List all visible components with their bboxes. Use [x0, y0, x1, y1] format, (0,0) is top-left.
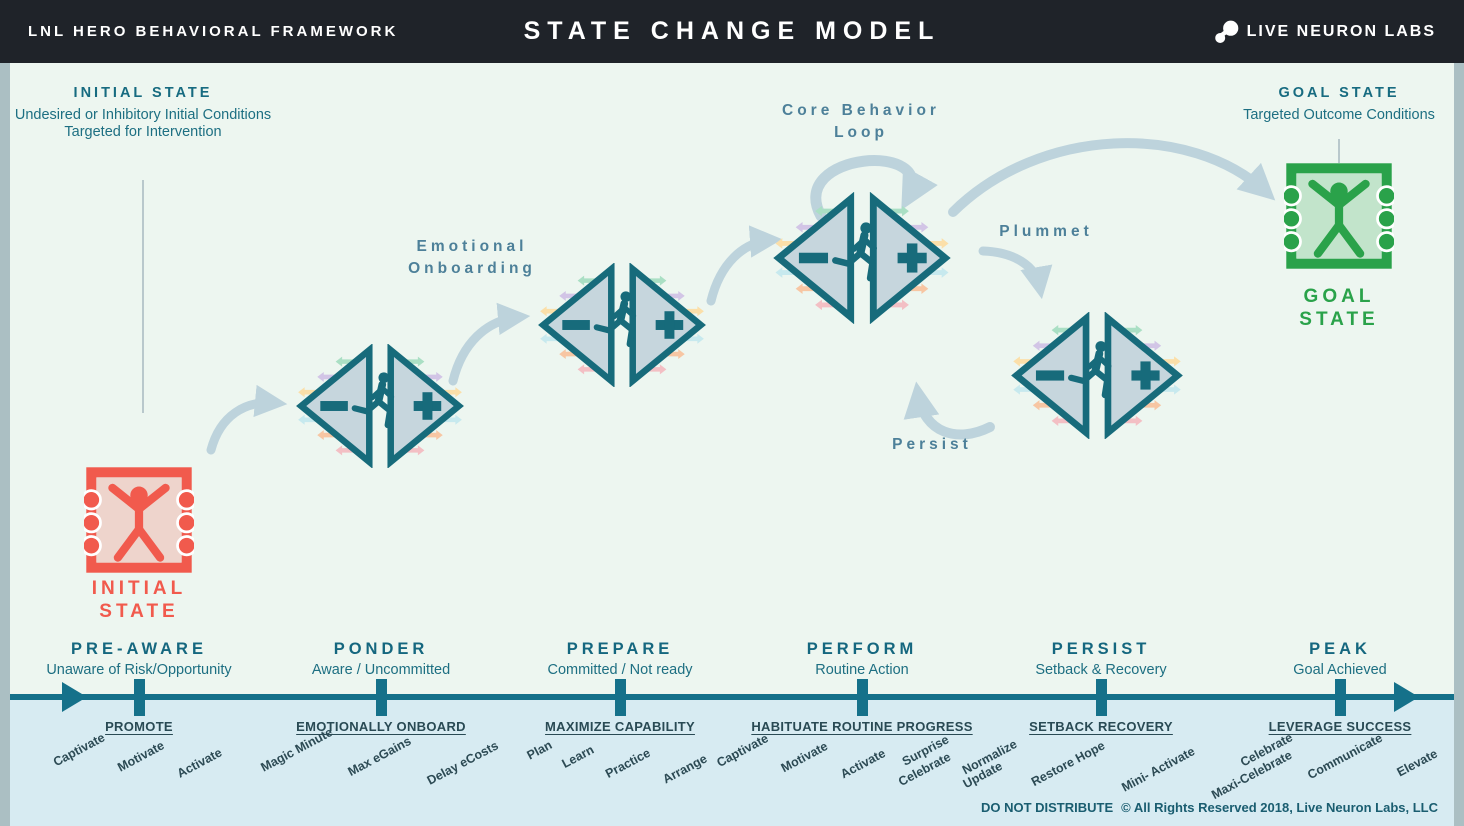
tick-pre-aware	[134, 679, 145, 716]
stage-ponder: PONDER Aware / Uncommitted	[251, 640, 511, 678]
actions-leverage-success: Celebrate Communicate Elevate	[1238, 730, 1439, 782]
brand-name: LIVE NEURON LABS	[1246, 22, 1436, 40]
actions-promote: Captivate Motivate Activate	[51, 730, 224, 780]
initial-connector-line	[142, 180, 144, 413]
stage-peak: PEAK Goal Achieved	[1210, 640, 1464, 678]
stage-name: PRE-AWARE	[71, 640, 207, 658]
strategy-setback-recovery: SETBACK RECOVERY	[1029, 719, 1173, 734]
persist-label: Persist	[892, 436, 972, 453]
tick-peak	[1335, 679, 1346, 716]
framework-title: LNL HERO BEHAVIORAL FRAMEWORK	[28, 23, 399, 40]
do-not-distribute-label: DO NOT DISTRIBUTE	[980, 800, 1114, 815]
arrow-prepare-to-perform	[706, 225, 783, 306]
stage-prepare: PREPARE Committed / Not ready	[490, 640, 750, 678]
stage-pre-aware: PRE-AWARE Unaware of Risk/Opportunity	[9, 640, 269, 678]
stage-perform: PERFORM Routine Action	[732, 640, 992, 678]
tick-prepare	[615, 679, 626, 716]
actions-setback-recovery: Surprise Normalize Restore Hope Mini- Ac…	[900, 732, 1296, 802]
timeline-start-arrowhead	[62, 682, 87, 712]
timeline-end-arrowhead	[1394, 682, 1419, 712]
stage-subtitle: Setback & Recovery	[1035, 662, 1167, 678]
arrow-preaware-to-ponder	[206, 384, 288, 455]
actions-maximize-capability: Plan Learn Practice Arrange	[525, 738, 710, 787]
timeline-axis	[10, 694, 1454, 700]
intervention-band	[0, 699, 1464, 826]
tick-persist	[1096, 679, 1107, 716]
initial-annotation-description: Undesired or Inhibitory Initial Conditio…	[14, 107, 272, 140]
goal-state-icon	[1284, 161, 1394, 271]
goal-connector-line	[1338, 139, 1340, 163]
ponder-diamond-icon	[292, 344, 468, 468]
strategy-leverage-success: LEVERAGE SUCCESS	[1268, 719, 1412, 734]
goal-annotation-description: Targeted Outcome Conditions	[1243, 107, 1435, 123]
initial-state-annotation: INITIAL STATE Undesired or Inhibitory In…	[3, 85, 283, 140]
stage-subtitle: Routine Action	[815, 662, 909, 678]
stage-subtitle: Unaware of Risk/Opportunity	[46, 662, 232, 678]
strategy-promote: PROMOTE	[105, 719, 173, 734]
strategy-maximize-capability: MAXIMIZE CAPABILITY	[545, 719, 695, 734]
right-edge-strip	[1454, 63, 1464, 826]
strategy-habituate-routine-progress: HABITUATE ROUTINE PROGRESS	[751, 719, 973, 734]
perform-diamond-icon	[769, 192, 955, 324]
prepare-diamond-icon	[534, 263, 710, 387]
arrow-perform-to-goal	[948, 138, 1276, 217]
stage-name: PEAK	[1309, 640, 1371, 658]
initial-state-node-label: INITIAL STATE	[91, 578, 187, 622]
brand: LIVE NEURON LABS	[1214, 19, 1436, 45]
actions-emotionally-onboard: Magic Minute Max eGains Delay eCosts	[258, 725, 501, 788]
plummet-arrow	[978, 246, 1053, 300]
initial-annotation-title: INITIAL STATE	[73, 85, 213, 101]
neuron-icon	[1214, 20, 1238, 43]
strategy-emotionally-onboard: EMOTIONALLY ONBOARD	[296, 719, 466, 734]
stage-name: PERFORM	[806, 640, 918, 658]
copyright-text: © All Rights Reserved 2018, Live Neuron …	[1121, 800, 1438, 815]
tick-perform	[857, 679, 868, 716]
emotional-onboarding-label: Emotional Onboarding	[408, 238, 536, 278]
stage-name: PERSIST	[1051, 640, 1151, 658]
header-bar: LNL HERO BEHAVIORAL FRAMEWORK STATE CHAN…	[0, 0, 1464, 63]
stage-subtitle: Goal Achieved	[1293, 662, 1387, 678]
initial-state-icon	[84, 465, 194, 575]
goal-state-node-label: GOAL STATE	[1299, 286, 1379, 330]
stage-persist: PERSIST Setback & Recovery	[971, 640, 1231, 678]
page-title: STATE CHANGE MODEL	[523, 17, 941, 45]
persist-arrow	[903, 381, 995, 440]
goal-state-annotation: GOAL STATE Targeted Outcome Conditions	[1199, 85, 1464, 124]
action-item: Plan	[524, 737, 555, 763]
stage-name: PREPARE	[566, 640, 674, 658]
footer-notice: DO NOT DISTRIBUTE © All Rights Reserved 2…	[981, 800, 1438, 815]
persist-diamond-icon	[1007, 312, 1187, 439]
left-edge-strip	[0, 63, 10, 826]
stage-subtitle: Aware / Uncommitted	[311, 662, 451, 678]
stage-subtitle: Committed / Not ready	[547, 662, 693, 678]
plummet-label: Plummet	[999, 223, 1093, 240]
stage-name: PONDER	[333, 640, 429, 658]
tick-ponder	[376, 679, 387, 716]
core-behavior-loop-label: Core Behavior Loop	[782, 102, 940, 142]
goal-annotation-title: GOAL STATE	[1278, 85, 1400, 101]
